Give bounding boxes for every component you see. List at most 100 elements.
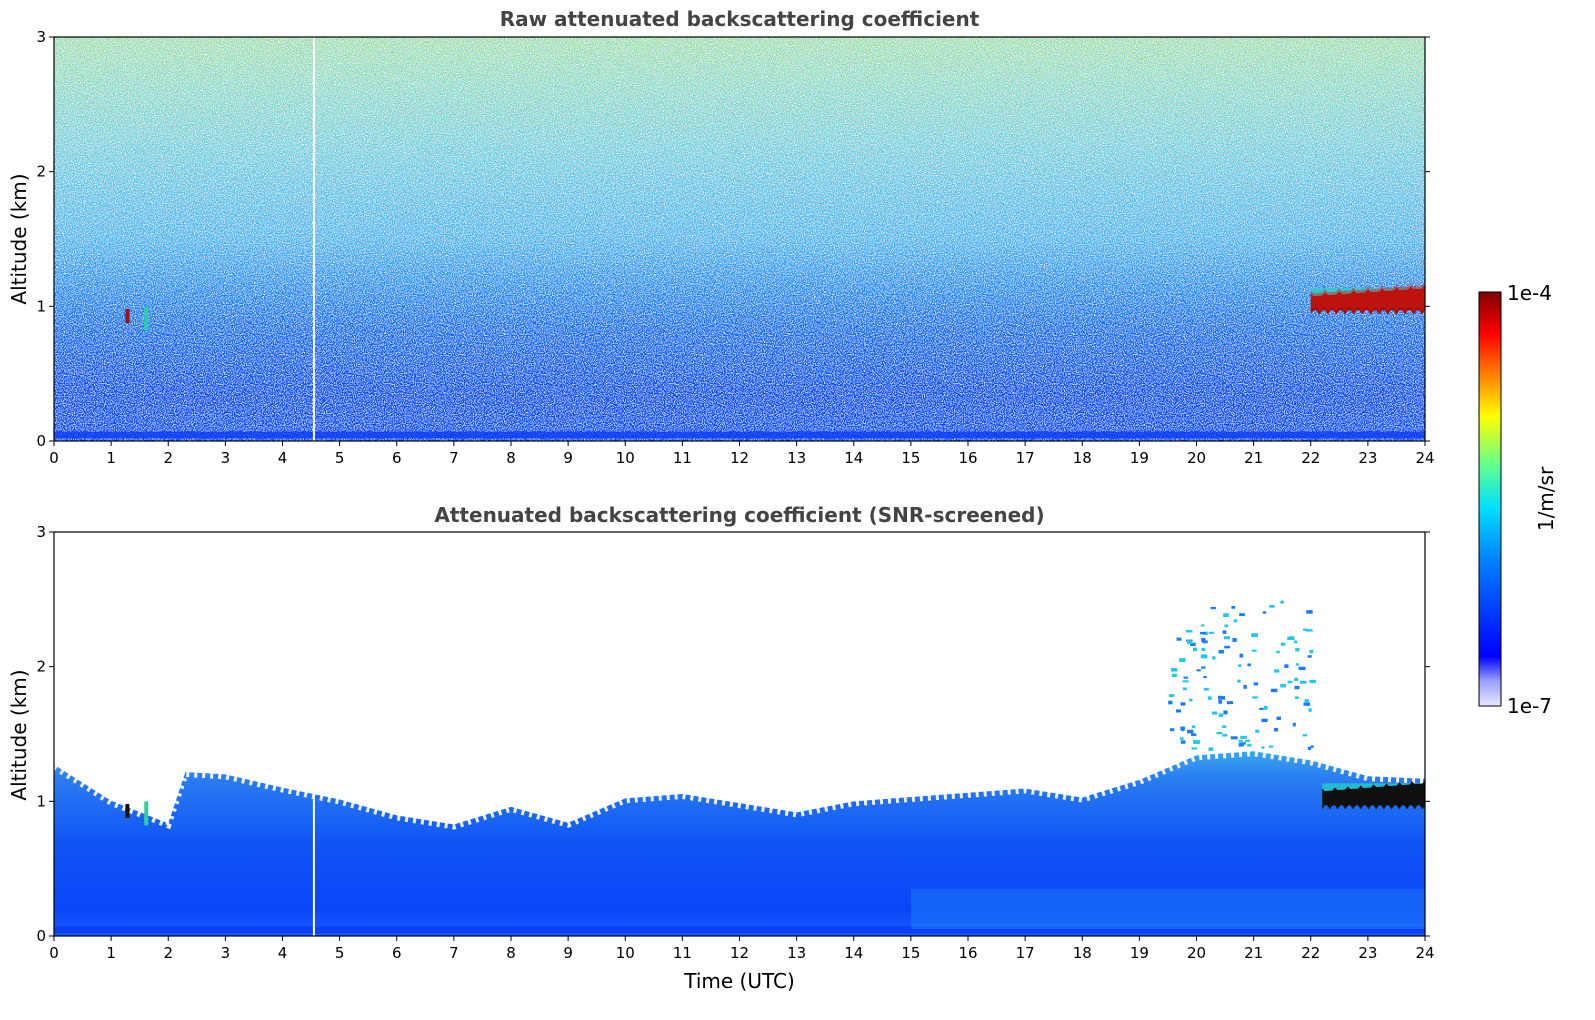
snr-sparse-detection [1253, 682, 1259, 686]
snr-sparse-detection [1251, 633, 1259, 638]
snr-sparse-detection [1179, 658, 1186, 663]
snr-x-tick-label: 23 [1358, 944, 1377, 962]
snr-sparse-detection [1222, 734, 1228, 737]
snr-sparse-detection [1218, 649, 1224, 654]
snr-sparse-detection [1180, 702, 1186, 706]
snr-sparse-detection [1218, 699, 1222, 704]
raw-x-tick-label: 4 [278, 449, 288, 467]
snr-sparse-detection [1168, 694, 1175, 698]
snr-sparse-detection [1170, 728, 1175, 732]
snr-sparse-detection [1240, 735, 1247, 740]
x-axis-label: Time (UTC) [683, 969, 795, 993]
snr-sparse-detection [1292, 722, 1296, 727]
snr-sparse-detection [1212, 656, 1216, 660]
snr-sparse-detection [1237, 664, 1242, 667]
snr-sparse-detection [1224, 624, 1229, 628]
snr-panel-title: Attenuated backscattering coefficient (S… [434, 503, 1044, 527]
raw-x-tick-label: 2 [163, 449, 173, 467]
raw-x-tick-label: 22 [1301, 449, 1320, 467]
snr-sparse-detection [1280, 600, 1284, 604]
snr-sparse-detection [1192, 647, 1198, 652]
raw-x-tick-label: 7 [449, 449, 459, 467]
snr-x-axis: 0 1 2 3 4 5 6 7 8 9 10 11 12 13 14 15 16 17 18 19 20 21 22 23 24 [49, 936, 1435, 962]
raw-x-tick-label: 10 [616, 449, 635, 467]
snr-sparse-detection [1196, 669, 1201, 672]
snr-sparse-detection [1189, 642, 1196, 647]
snr-sparse-detection [1238, 743, 1244, 747]
snr-sparse-detection [1307, 746, 1312, 750]
raw-y-tick-label: 0 [36, 432, 46, 450]
snr-sparse-detection [1232, 638, 1237, 642]
raw-backscatter-panel: Raw attenuated backscattering coefficien… [7, 7, 1435, 467]
snr-sparse-detection [1261, 718, 1268, 723]
snr-sparse-detection [1305, 629, 1313, 632]
snr-x-tick-label: 8 [506, 944, 516, 962]
raw-x-tick-label: 13 [787, 449, 806, 467]
snr-sparse-detection [1295, 647, 1300, 652]
snr-sparse-detection [1309, 649, 1314, 654]
snr-sparse-detection [1306, 610, 1313, 614]
snr-sparse-detection [1183, 676, 1189, 679]
snr-x-tick-label: 13 [787, 944, 806, 962]
raw-plume-1 [125, 309, 130, 324]
raw-y-axis-label: Altitude (km) [7, 173, 31, 304]
snr-sparse-detection [1280, 642, 1285, 646]
snr-sparse-detection [1180, 740, 1186, 744]
snr-sparse-detection [1212, 711, 1218, 715]
raw-panel-title: Raw attenuated backscattering coefficien… [500, 7, 980, 31]
snr-sparse-detection [1176, 637, 1182, 641]
snr-sparse-detection [1287, 636, 1293, 640]
snr-sparse-detection [1310, 745, 1314, 748]
raw-x-tick-label: 9 [563, 449, 573, 467]
snr-x-tick-label: 5 [335, 944, 345, 962]
raw-x-tick-label: 0 [49, 449, 59, 467]
raw-x-tick-label: 23 [1358, 449, 1377, 467]
raw-x-tick-label: 16 [958, 449, 977, 467]
snr-sparse-detection [1304, 699, 1310, 703]
snr-sparse-detection [1309, 679, 1316, 684]
snr-sparse-detection [1191, 747, 1197, 750]
snr-sparse-detection [1224, 645, 1231, 649]
snr-sparse-detection [1170, 667, 1178, 672]
snr-x-tick-label: 22 [1301, 944, 1320, 962]
snr-sparse-detection [1252, 696, 1258, 699]
raw-x-tick-label: 14 [844, 449, 863, 467]
snr-x-tick-label: 24 [1415, 944, 1434, 962]
snr-sparse-detection [1218, 696, 1226, 700]
snr-sparse-detection [1216, 731, 1223, 735]
snr-sparse-detection [1259, 707, 1264, 710]
snr-sparse-detection [1230, 736, 1238, 740]
snr-y-axis-label: Altitude (km) [7, 669, 31, 800]
snr-sparse-detection [1202, 640, 1208, 644]
snr-sparse-detection [1302, 734, 1308, 737]
snr-sparse-detection [1307, 655, 1312, 658]
snr-sparse-detection [1182, 680, 1189, 683]
snr-y-tick-label: 0 [36, 927, 46, 945]
raw-x-tick-label: 8 [506, 449, 516, 467]
snr-sparse-detection [1237, 679, 1241, 683]
raw-x-tick-label: 1 [106, 449, 116, 467]
snr-x-tick-label: 7 [449, 944, 459, 962]
snr-sparse-detection [1200, 631, 1206, 635]
snr-x-tick-label: 9 [563, 944, 573, 962]
snr-x-tick-label: 10 [616, 944, 635, 962]
raw-x-tick-label: 18 [1073, 449, 1092, 467]
raw-x-tick-label: 15 [901, 449, 920, 467]
snr-sparse-detection [1284, 664, 1289, 668]
colorbar-scale [1478, 291, 1502, 707]
colorbar-max-label: 1e-4 [1507, 281, 1552, 305]
raw-x-tick-label: 21 [1244, 449, 1263, 467]
raw-x-tick-label: 5 [335, 449, 345, 467]
snr-sparse-detection [1262, 611, 1267, 614]
snr-sparse-detection [1287, 680, 1293, 684]
snr-sparse-detection [1182, 687, 1187, 691]
snr-sparse-detection [1222, 630, 1227, 634]
snr-sparse-detection [1168, 700, 1173, 705]
snr-sparse-detection [1303, 628, 1308, 631]
snr-sparse-detection [1298, 666, 1306, 670]
snr-heatmap [54, 532, 1425, 936]
colorbar: 1e-4 1e-7 1/m/sr [1478, 281, 1558, 718]
snr-sparse-detection [1238, 739, 1243, 743]
snr-sparse-detection [1221, 725, 1227, 728]
